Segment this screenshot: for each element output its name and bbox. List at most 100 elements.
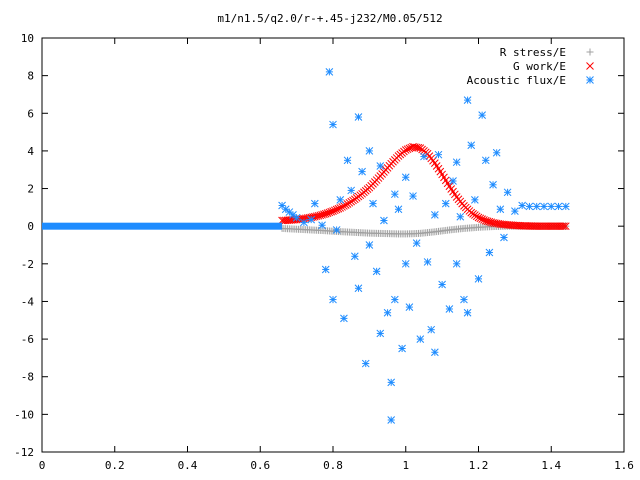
y-tick-label: 2 <box>27 183 34 196</box>
data-point <box>500 233 508 242</box>
data-point <box>541 222 550 231</box>
data-point <box>310 199 319 208</box>
data-point <box>365 241 374 249</box>
y-tick-label: -10 <box>14 408 34 421</box>
data-point <box>347 186 356 195</box>
x-tick-label: 1.2 <box>469 459 489 472</box>
data-point <box>540 222 548 231</box>
data-point <box>334 204 343 213</box>
data-point <box>460 295 468 304</box>
data-point <box>398 344 406 353</box>
data-point <box>405 303 414 311</box>
x-tick-label: 0.8 <box>323 459 343 472</box>
data-point <box>478 111 486 120</box>
data-point <box>556 222 565 231</box>
data-point <box>551 222 559 231</box>
data-point <box>485 248 494 257</box>
data-point <box>467 141 476 150</box>
data-point <box>561 202 570 211</box>
data-point <box>503 188 512 197</box>
data-point <box>394 205 403 214</box>
data-point <box>387 378 396 387</box>
x-tick-label: 1.4 <box>541 459 561 472</box>
data-point <box>338 203 346 211</box>
data-point <box>547 202 556 211</box>
data-point <box>441 199 450 208</box>
data-point <box>414 143 423 152</box>
x-tick-label: 0 <box>39 459 46 472</box>
y-tick-label: -4 <box>21 295 35 308</box>
data-point <box>318 221 326 230</box>
data-point <box>325 68 334 76</box>
data-point <box>430 348 439 357</box>
data-point <box>558 222 567 231</box>
legend-marker <box>586 48 594 56</box>
data-point <box>409 192 417 200</box>
data-point <box>376 329 385 338</box>
y-axis: 10 8 6 4 2 0 -2 -4 -6 -8 -10 -12 <box>14 32 624 459</box>
data-point <box>554 202 563 211</box>
data-point <box>536 222 545 231</box>
data-point <box>285 208 294 216</box>
data-point <box>369 199 377 208</box>
data-point <box>361 359 370 368</box>
data-point <box>292 213 301 222</box>
data-point <box>300 218 308 227</box>
data-point <box>307 215 316 224</box>
data-point <box>452 158 461 167</box>
y-tick-label: -8 <box>21 371 34 384</box>
data-point <box>561 222 570 231</box>
y-tick-label: -2 <box>21 258 34 271</box>
data-point <box>350 252 359 261</box>
data-point <box>430 211 439 219</box>
data-point <box>560 222 568 231</box>
y-tick-label: -6 <box>21 333 34 346</box>
x-tick-label: 1.6 <box>614 459 634 472</box>
data-point <box>518 201 527 210</box>
data-point <box>525 202 534 211</box>
data-point <box>449 177 457 185</box>
data-point <box>380 216 388 225</box>
data-point <box>438 280 446 289</box>
x-tick-label: 1 <box>402 459 409 472</box>
data-point <box>401 173 410 182</box>
data-point <box>463 308 472 317</box>
data-point <box>390 190 399 199</box>
data-point <box>543 222 552 231</box>
data-point <box>321 265 330 274</box>
data-point <box>365 147 374 155</box>
data-point <box>390 295 399 304</box>
data-point <box>354 284 363 293</box>
legend-label: G work/E <box>513 60 566 73</box>
data-point <box>354 113 363 121</box>
data-point <box>329 120 337 129</box>
data-point <box>358 167 366 176</box>
data-point <box>340 202 348 210</box>
data-point <box>489 180 497 189</box>
data-point <box>554 222 563 231</box>
y-tick-label: 6 <box>27 107 34 120</box>
data-point <box>387 416 396 424</box>
data-point <box>532 202 541 211</box>
data-point <box>401 259 410 268</box>
data-point <box>463 96 472 104</box>
chart-title: m1/n1.5/q2.0/r-+.45-j232/M0.05/512 <box>217 12 442 25</box>
y-tick-label: -12 <box>14 446 34 459</box>
data-point <box>423 258 432 266</box>
data-point <box>481 156 490 165</box>
data-point <box>336 204 345 212</box>
data-point <box>532 222 541 231</box>
data-point <box>383 308 392 317</box>
data-point <box>427 325 436 334</box>
series-acoustic-flux-e <box>42 68 570 424</box>
data-point <box>336 195 345 204</box>
data-point <box>545 222 554 231</box>
data-point <box>456 212 465 221</box>
y-tick-label: 4 <box>27 145 34 158</box>
legend-label: R stress/E <box>500 46 566 59</box>
data-point <box>534 222 543 231</box>
data-point <box>552 222 561 231</box>
